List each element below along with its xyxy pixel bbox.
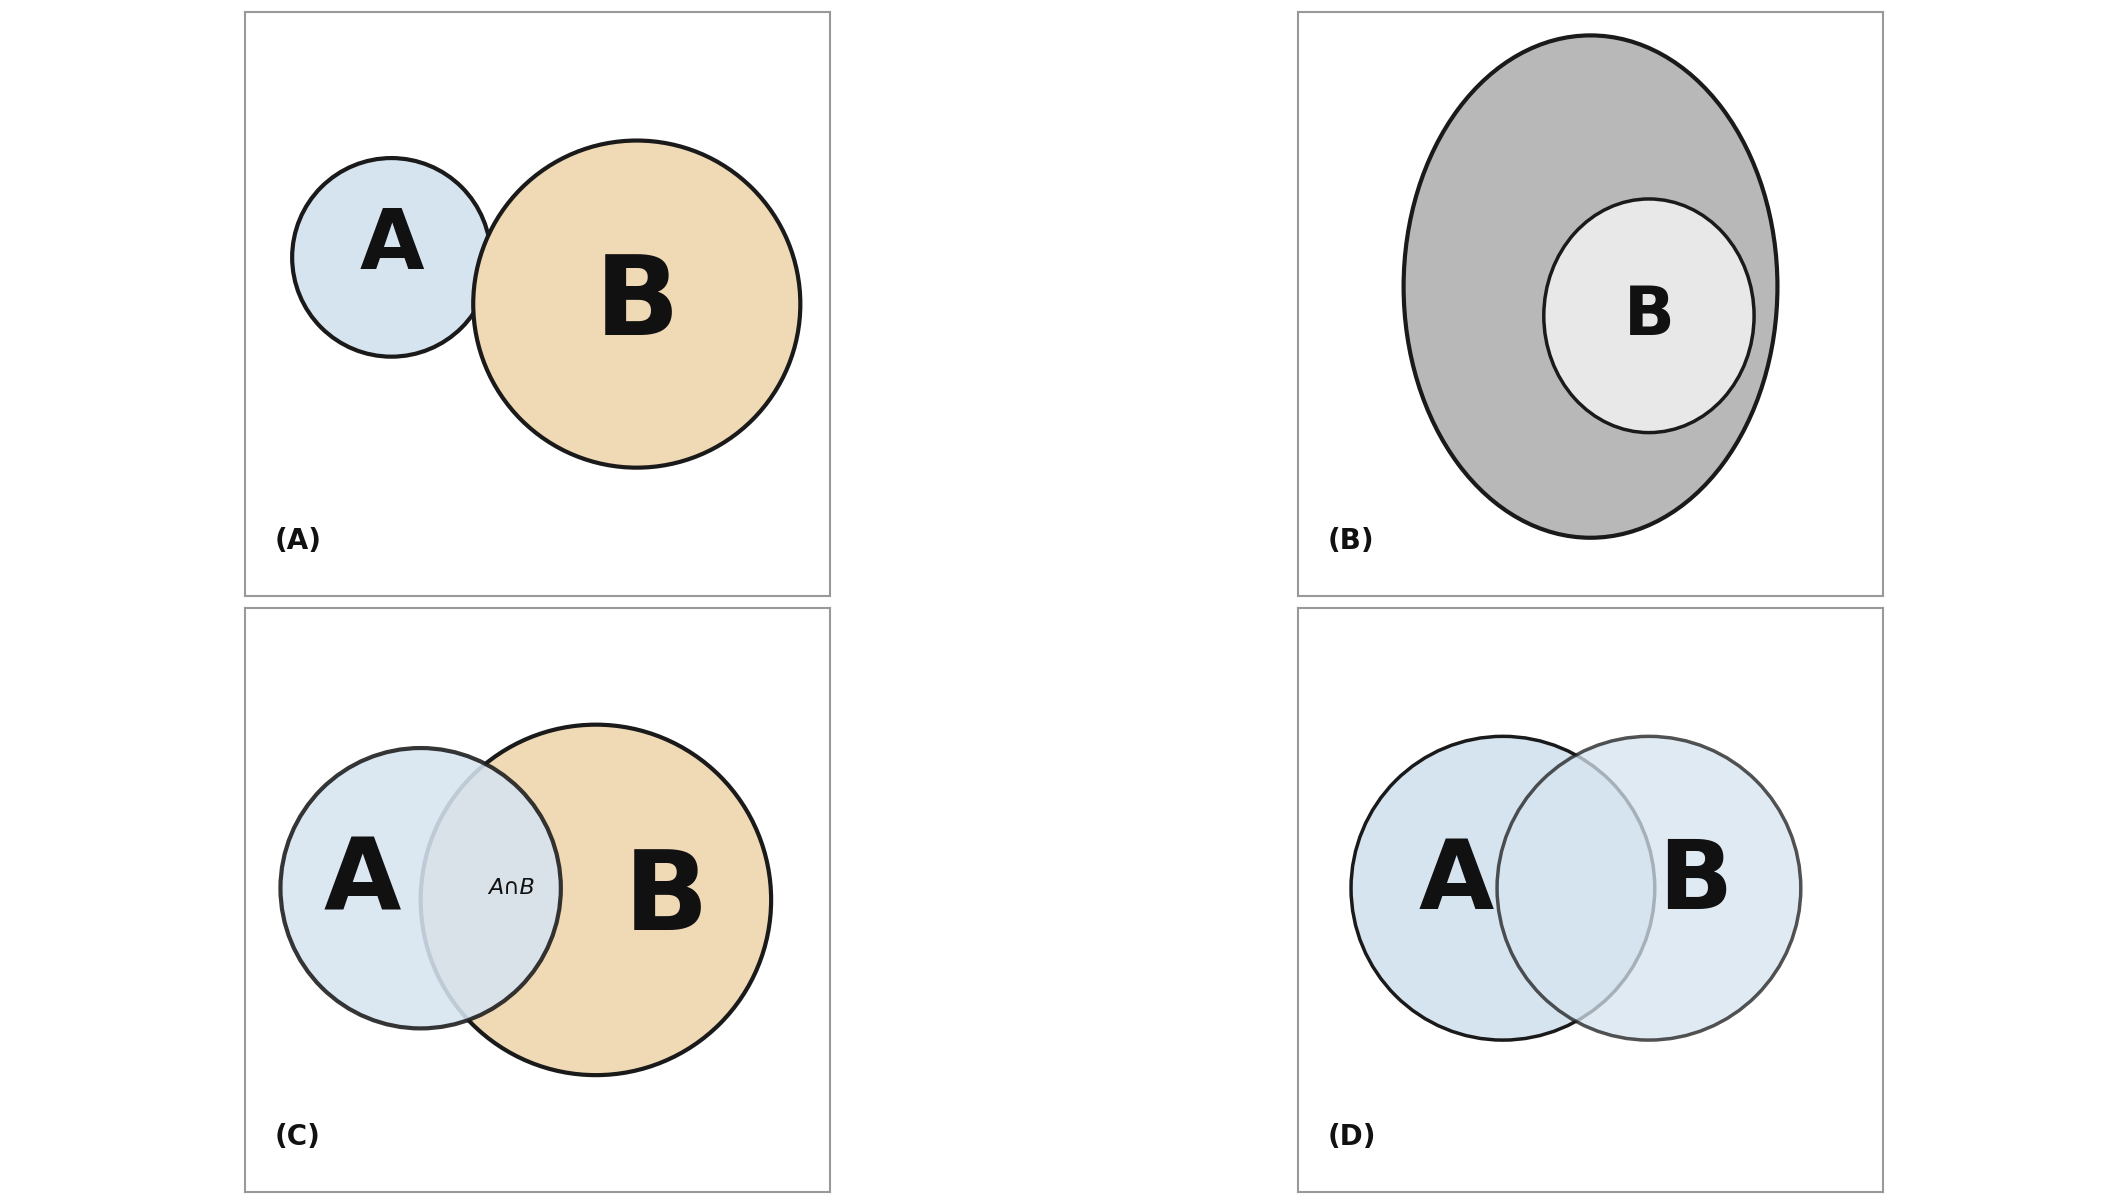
Circle shape — [1351, 737, 1656, 1040]
Text: B: B — [594, 250, 679, 358]
Text: B: B — [624, 846, 709, 954]
Circle shape — [292, 158, 492, 356]
Text: A∩B: A∩B — [487, 878, 534, 898]
Circle shape — [421, 725, 770, 1075]
Ellipse shape — [1543, 199, 1753, 432]
Text: A: A — [360, 205, 423, 287]
Circle shape — [472, 141, 800, 467]
Text: (D): (D) — [1328, 1123, 1377, 1151]
Text: (B): (B) — [1328, 527, 1375, 555]
Ellipse shape — [1404, 35, 1777, 538]
Text: (C): (C) — [275, 1123, 321, 1151]
Text: (A): (A) — [275, 527, 321, 555]
Text: A: A — [323, 834, 400, 931]
Text: B: B — [1624, 283, 1675, 349]
Text: B: B — [1658, 836, 1732, 928]
Circle shape — [1498, 737, 1800, 1040]
Circle shape — [281, 748, 562, 1028]
Text: A: A — [1419, 836, 1494, 928]
